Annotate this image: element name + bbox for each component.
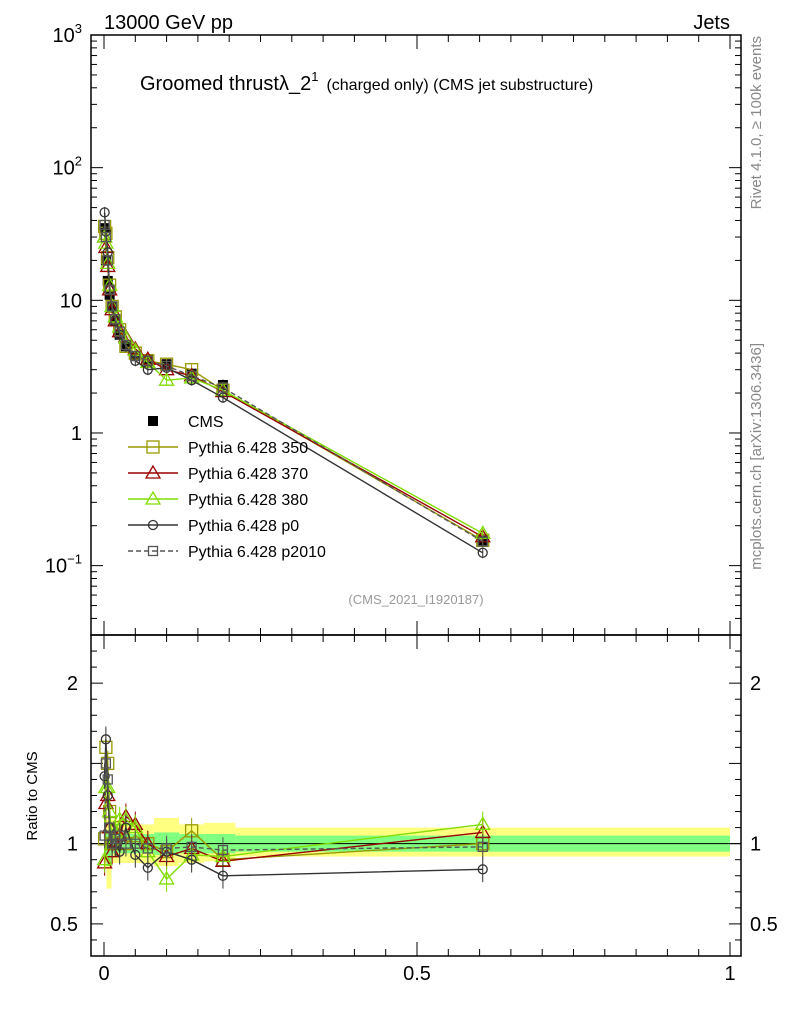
ratio-point-p380 xyxy=(96,851,113,866)
ratio-plot-series xyxy=(96,726,491,892)
ratio-series-p2010 xyxy=(99,750,488,863)
point-p2010 xyxy=(142,355,153,366)
legend-label-p0: Pythia 6.428 p0 xyxy=(188,518,299,535)
legend-label-p350: Pythia 6.428 350 xyxy=(188,440,308,457)
ratio-frame xyxy=(90,634,742,957)
point-p2010 xyxy=(130,350,141,362)
ratio-point-p2010 xyxy=(130,838,141,849)
header-right: Jets xyxy=(693,12,730,34)
point-p2010 xyxy=(100,231,112,243)
title-text: Groomed thrust xyxy=(140,73,279,95)
main-ytick-label: 103 xyxy=(53,21,82,47)
main-ytick-label: 10 xyxy=(60,290,82,312)
point-p0 xyxy=(477,547,488,558)
point-p2010 xyxy=(106,301,118,312)
legend-item-p0: Pythia 6.428 p0 xyxy=(128,518,299,535)
ratio-point-p0 xyxy=(142,862,153,873)
ratio-ytick-label: 2 xyxy=(67,673,78,695)
point-p2010 xyxy=(217,382,229,393)
legend-marker-p350 xyxy=(146,440,160,454)
ratio-point-p2010 xyxy=(142,843,153,854)
title-superscript: 1 xyxy=(311,69,318,84)
ratio-point-p0 xyxy=(477,864,488,875)
ratio-point-p2010 xyxy=(477,841,488,853)
main-ytick-label: 1 xyxy=(71,423,82,445)
mcplots-label: mcplots.cern.ch [arXiv:1306.3436] xyxy=(748,343,765,570)
ratio-ytick-label: 1 xyxy=(67,834,78,856)
point-p2010 xyxy=(99,219,110,231)
ratio-ytick-label: 0.5 xyxy=(50,914,78,936)
point-p2010 xyxy=(120,339,132,351)
legend-marker-p2010 xyxy=(147,545,159,557)
header-left: 13000 GeV pp xyxy=(104,12,233,34)
ratio-point-p380 xyxy=(474,816,491,831)
ratio-point-p2010 xyxy=(104,822,115,833)
point-p370 xyxy=(97,239,115,254)
point-p2010 xyxy=(110,314,121,325)
ratio-point-p2010 xyxy=(114,830,125,841)
main-ytick-label: 102 xyxy=(53,154,82,180)
title-symbol: λ_2 xyxy=(279,73,311,95)
ratio-point-p2010 xyxy=(102,774,113,785)
legend-label-p370: Pythia 6.428 370 xyxy=(188,466,308,483)
ratio-point-p0 xyxy=(99,771,110,782)
ratio-point-p0 xyxy=(100,734,112,745)
main-title: Groomed thrustλ_21 (charged only) (CMS je… xyxy=(140,69,593,95)
legend-marker-cms xyxy=(148,416,158,426)
point-p0 xyxy=(99,207,110,218)
point-p2010 xyxy=(161,360,172,372)
xtick-label: 0.5 xyxy=(403,963,431,985)
legend-item-p350: Pythia 6.428 350 xyxy=(128,440,308,457)
point-p2010 xyxy=(114,326,125,337)
series-p2010 xyxy=(99,219,488,548)
point-p380 xyxy=(158,371,175,386)
main-plot-series xyxy=(96,206,491,559)
legend-label-p2010: Pythia 6.428 p2010 xyxy=(188,544,326,561)
ratio-point-p2010 xyxy=(186,841,197,853)
analysis-id: (CMS_2021_I1920187) xyxy=(348,592,483,607)
ratio-ytick-label-right: 1 xyxy=(750,834,761,856)
point-p2010 xyxy=(104,284,115,295)
legend-label-p380: Pythia 6.428 380 xyxy=(188,492,308,509)
legend-item-p380: Pythia 6.428 380 xyxy=(128,490,308,509)
ratio-ylabel: Ratio to CMS xyxy=(24,751,41,840)
legend-label-cms: CMS xyxy=(188,414,224,431)
point-p2010 xyxy=(477,536,488,547)
legend-marker-p0 xyxy=(147,519,159,531)
ratio-ytick-label-right: 0.5 xyxy=(750,914,778,936)
ratio-ytick-label-right: 2 xyxy=(750,673,761,695)
legend-item-p2010: Pythia 6.428 p2010 xyxy=(128,544,326,561)
ratio-point-p0 xyxy=(217,870,229,881)
ratio-point-p2010 xyxy=(217,844,229,856)
legend-marker-p370 xyxy=(144,464,162,479)
legend-marker-p380 xyxy=(144,490,162,505)
point-p2010 xyxy=(102,255,113,266)
point-p2010 xyxy=(186,370,197,381)
ratio-point-p2010 xyxy=(100,758,112,769)
legend: CMS Pythia 6.428 350 Pythia 6.428 370 Pythi… xyxy=(128,414,326,561)
main-ytick-label: 10−1 xyxy=(45,552,82,578)
ratio-point-p2010 xyxy=(161,843,172,854)
legend-item-cms: CMS xyxy=(148,414,224,431)
title-suffix: (charged only) (CMS jet substructure) xyxy=(326,77,593,94)
xtick-label: 0 xyxy=(98,963,109,985)
xtick-label: 1 xyxy=(724,963,735,985)
legend-item-p370: Pythia 6.428 370 xyxy=(128,464,308,483)
rivet-label: Rivet 4.1.0, ≥ 100k events xyxy=(748,36,765,209)
ratio-point-p380 xyxy=(158,870,175,885)
